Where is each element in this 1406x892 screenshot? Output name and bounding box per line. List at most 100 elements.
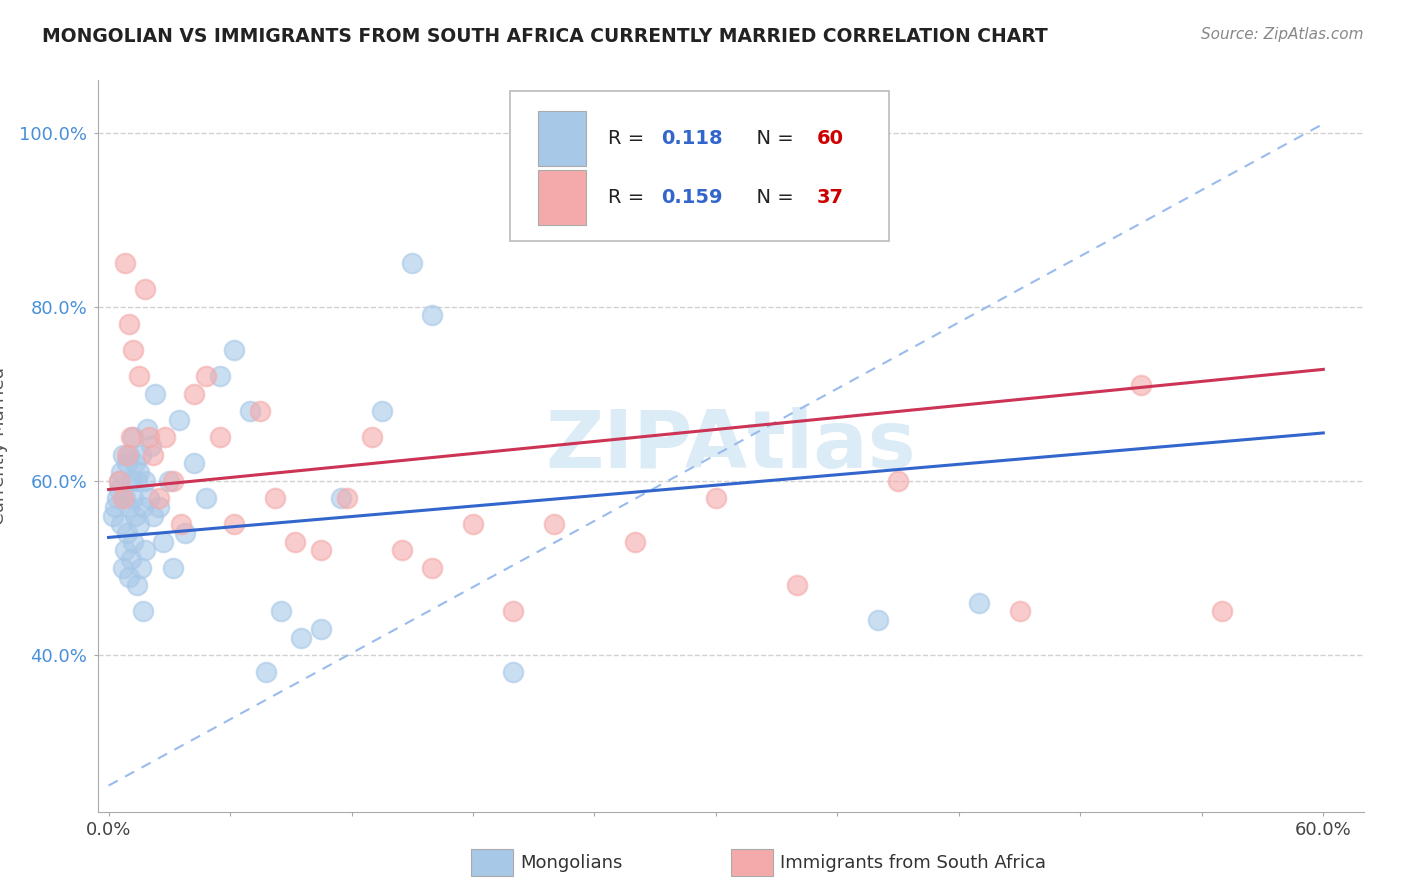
Point — [110, 465, 132, 479]
Point — [118, 569, 141, 583]
Point — [152, 534, 174, 549]
FancyBboxPatch shape — [537, 169, 585, 225]
Point — [111, 561, 134, 575]
Point — [118, 317, 141, 331]
Point — [371, 404, 394, 418]
Point — [239, 404, 262, 418]
Point — [155, 430, 177, 444]
Text: 37: 37 — [817, 188, 844, 207]
Text: N =: N = — [744, 129, 800, 148]
Point — [284, 534, 307, 549]
Text: Immigrants from South Africa: Immigrants from South Africa — [780, 854, 1046, 871]
Point — [142, 448, 165, 462]
Point — [132, 604, 155, 618]
Point — [124, 457, 146, 471]
Point — [121, 430, 143, 444]
Text: 0.159: 0.159 — [661, 188, 723, 207]
Point — [143, 386, 166, 401]
Point — [128, 369, 150, 384]
Point — [336, 491, 359, 506]
Point — [142, 508, 165, 523]
Point — [120, 430, 142, 444]
Point — [360, 430, 382, 444]
Point — [170, 517, 193, 532]
Point — [309, 622, 332, 636]
Point — [183, 386, 205, 401]
Text: MONGOLIAN VS IMMIGRANTS FROM SOUTH AFRICA CURRENTLY MARRIED CORRELATION CHART: MONGOLIAN VS IMMIGRANTS FROM SOUTH AFRIC… — [42, 27, 1047, 45]
Point — [263, 491, 285, 506]
Point — [114, 256, 136, 270]
Point — [107, 483, 129, 497]
Point — [391, 543, 413, 558]
Point — [401, 256, 423, 270]
Point — [129, 561, 152, 575]
Point — [330, 491, 353, 506]
Point — [290, 631, 312, 645]
Point — [124, 508, 146, 523]
Point — [134, 474, 156, 488]
Point — [502, 665, 524, 680]
Point — [422, 561, 444, 575]
Point — [134, 543, 156, 558]
Point — [148, 491, 170, 506]
Point — [256, 665, 278, 680]
Point — [157, 474, 180, 488]
Point — [115, 448, 138, 462]
Point — [125, 578, 148, 592]
Point — [162, 474, 184, 488]
Point — [107, 474, 129, 488]
Point — [461, 517, 484, 532]
Point — [111, 448, 134, 462]
Point — [121, 534, 143, 549]
Point — [502, 604, 524, 618]
Point — [174, 526, 197, 541]
Point — [222, 517, 245, 532]
Point — [134, 282, 156, 296]
Point — [101, 508, 124, 523]
Point — [120, 474, 142, 488]
Text: R =: R = — [609, 129, 651, 148]
Point — [249, 404, 271, 418]
Point — [125, 474, 148, 488]
Point — [118, 500, 141, 514]
Point — [169, 413, 191, 427]
Point — [128, 517, 150, 532]
Text: R =: R = — [609, 188, 651, 207]
Point — [114, 543, 136, 558]
Point — [132, 500, 155, 514]
Point — [111, 491, 134, 506]
Point — [138, 491, 160, 506]
Point — [105, 491, 128, 506]
Point — [786, 578, 808, 592]
Point — [866, 613, 889, 627]
Point — [121, 491, 143, 506]
Point — [114, 491, 136, 506]
FancyBboxPatch shape — [510, 91, 889, 241]
Point — [162, 561, 184, 575]
Text: 60: 60 — [817, 129, 844, 148]
Point — [624, 534, 647, 549]
Point — [183, 457, 205, 471]
Point — [704, 491, 727, 506]
Y-axis label: Currently Married: Currently Married — [0, 367, 8, 525]
Point — [107, 474, 129, 488]
Text: 0.118: 0.118 — [661, 129, 723, 148]
Point — [138, 430, 160, 444]
Text: Source: ZipAtlas.com: Source: ZipAtlas.com — [1201, 27, 1364, 42]
Point — [208, 430, 231, 444]
Point — [115, 526, 138, 541]
Point — [194, 369, 217, 384]
Point — [1130, 378, 1153, 392]
Point — [139, 439, 162, 453]
FancyBboxPatch shape — [537, 112, 585, 166]
Text: N =: N = — [744, 188, 800, 207]
Text: ZIPAtlas: ZIPAtlas — [546, 407, 917, 485]
Point — [118, 448, 141, 462]
Point — [121, 343, 143, 358]
Point — [208, 369, 231, 384]
Point — [422, 309, 444, 323]
Point — [543, 517, 565, 532]
Point — [136, 421, 159, 435]
Point — [129, 448, 152, 462]
Text: Mongolians: Mongolians — [520, 854, 623, 871]
